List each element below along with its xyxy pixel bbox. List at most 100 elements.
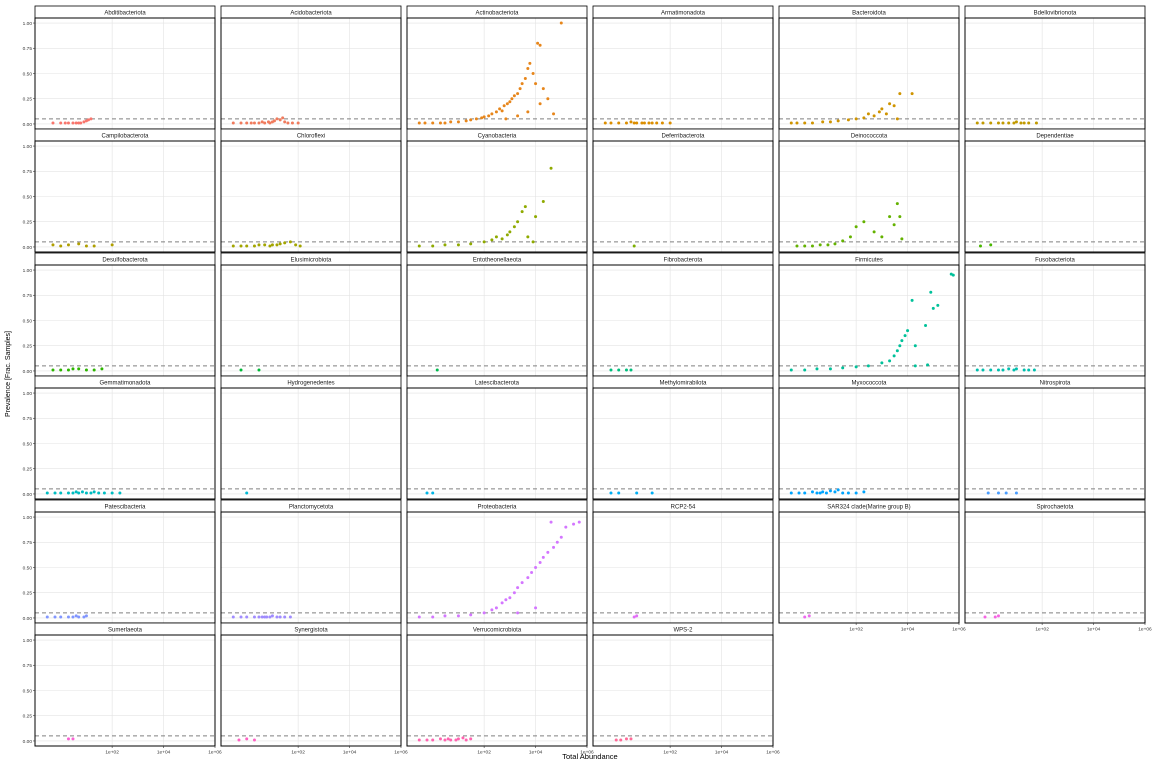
data-point bbox=[900, 339, 904, 343]
y-tick-label: 0.00 bbox=[23, 616, 33, 622]
facet-title: Deferribacterota bbox=[661, 134, 705, 140]
data-point bbox=[59, 121, 63, 125]
data-point bbox=[443, 738, 447, 742]
data-point bbox=[456, 737, 460, 741]
facet-panel: Fusobacteriota bbox=[964, 252, 1146, 377]
facet-title: Fibrobacterota bbox=[664, 258, 703, 264]
data-point bbox=[818, 491, 822, 495]
facet-panel: Desulfobacterota 0.00 0.25 0.50 0.75 1.00 bbox=[23, 252, 216, 377]
data-point bbox=[1012, 368, 1016, 372]
data-point bbox=[635, 491, 639, 495]
data-point bbox=[237, 738, 241, 742]
data-point bbox=[469, 242, 473, 246]
data-point bbox=[100, 367, 104, 371]
data-point bbox=[906, 329, 910, 333]
data-point bbox=[866, 364, 870, 368]
data-point bbox=[624, 368, 628, 372]
data-point bbox=[59, 615, 63, 619]
y-tick-label: 0.75 bbox=[23, 416, 33, 422]
data-point bbox=[500, 601, 504, 605]
data-point bbox=[516, 114, 520, 118]
x-tick-label: 1e+04 bbox=[529, 750, 543, 756]
panel-border bbox=[778, 140, 960, 253]
data-point bbox=[504, 598, 508, 602]
data-point bbox=[975, 368, 979, 372]
data-point bbox=[510, 97, 514, 101]
facet-panel: Nitrospirota bbox=[964, 375, 1146, 500]
data-point bbox=[118, 491, 122, 495]
data-point bbox=[900, 237, 904, 241]
data-point bbox=[516, 586, 520, 590]
data-point bbox=[66, 368, 70, 372]
data-point bbox=[862, 116, 866, 120]
data-point bbox=[275, 615, 279, 619]
facet-panel: Chloroflexi bbox=[220, 128, 402, 253]
x-tick-label: 1e+04 bbox=[157, 750, 171, 756]
data-point bbox=[828, 120, 832, 124]
x-tick-label: 1e+02 bbox=[849, 627, 863, 633]
data-point bbox=[913, 344, 917, 348]
panel-border bbox=[406, 634, 588, 747]
data-point bbox=[82, 120, 86, 124]
panel-border bbox=[592, 634, 774, 747]
facet-panel: Dependentiae bbox=[964, 128, 1146, 253]
data-point bbox=[642, 121, 646, 125]
facet-panel: Bdellovibrionota bbox=[964, 5, 1146, 130]
data-point bbox=[454, 738, 458, 742]
data-point bbox=[854, 365, 858, 369]
data-point bbox=[841, 491, 845, 495]
data-point bbox=[260, 120, 264, 124]
data-point bbox=[624, 121, 628, 125]
data-point bbox=[252, 615, 256, 619]
data-point bbox=[272, 119, 276, 123]
data-point bbox=[910, 92, 914, 96]
data-point bbox=[298, 244, 302, 248]
y-tick-label: 0.50 bbox=[23, 441, 33, 447]
data-point bbox=[895, 202, 899, 206]
data-point bbox=[249, 121, 253, 125]
data-point bbox=[257, 121, 261, 125]
data-point bbox=[423, 121, 427, 125]
x-tick-label: 1e+06 bbox=[208, 750, 222, 756]
data-point bbox=[516, 220, 520, 224]
data-point bbox=[993, 615, 997, 619]
data-point bbox=[989, 368, 993, 372]
data-point bbox=[102, 491, 106, 495]
data-point bbox=[888, 215, 892, 219]
data-point bbox=[66, 737, 70, 741]
data-point bbox=[549, 520, 553, 524]
data-point bbox=[417, 244, 421, 248]
data-point bbox=[1019, 121, 1023, 125]
data-point bbox=[910, 298, 914, 302]
data-point bbox=[469, 118, 473, 122]
facet-title: Synergistota bbox=[294, 628, 328, 634]
panel-border bbox=[406, 140, 588, 253]
data-point bbox=[810, 121, 814, 125]
y-tick-label: 0.00 bbox=[23, 122, 33, 128]
data-point bbox=[803, 491, 807, 495]
data-point bbox=[66, 615, 70, 619]
y-tick-label: 1.00 bbox=[23, 515, 33, 521]
data-point bbox=[635, 121, 639, 125]
facet-panel: Latescibacterota bbox=[406, 375, 588, 500]
y-tick-label: 1.00 bbox=[23, 268, 33, 274]
data-point bbox=[268, 615, 272, 619]
data-point bbox=[59, 368, 63, 372]
data-point bbox=[516, 611, 520, 615]
data-point bbox=[456, 614, 460, 618]
data-point bbox=[239, 368, 243, 372]
data-point bbox=[892, 354, 896, 358]
y-axis-title: Prevalence [Frac. Samples] bbox=[5, 331, 12, 417]
data-point bbox=[924, 324, 928, 328]
y-tick-label: 0.50 bbox=[23, 71, 33, 77]
data-point bbox=[268, 121, 272, 125]
facet-panel: SAR324 clade(Marine group B) 1e+02 1e+04 1e… bbox=[778, 499, 966, 633]
data-point bbox=[431, 615, 435, 619]
data-point bbox=[71, 737, 75, 741]
data-point bbox=[288, 615, 292, 619]
data-point bbox=[417, 738, 421, 742]
panel-border bbox=[778, 511, 960, 624]
data-point bbox=[494, 235, 498, 239]
data-point bbox=[92, 244, 96, 248]
data-point bbox=[892, 104, 896, 108]
